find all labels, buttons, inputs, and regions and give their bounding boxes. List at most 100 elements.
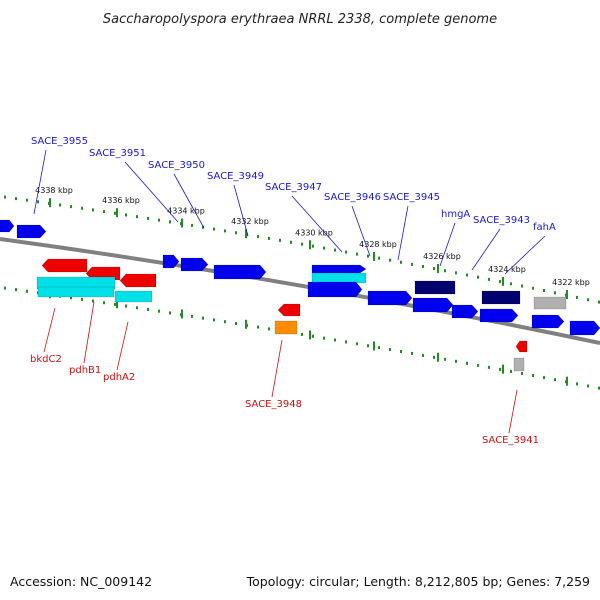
forward-gene bbox=[213, 264, 267, 280]
dark-gene-hmgA bbox=[414, 280, 456, 295]
ruler-major-tick bbox=[437, 352, 439, 362]
ruler-dot bbox=[521, 371, 523, 375]
ruler-dot bbox=[367, 254, 369, 258]
ruler-dot bbox=[81, 206, 83, 210]
ruler-dot bbox=[169, 311, 171, 315]
gene-labels: SACE_3955SACE_3951SACE_3950SACE_3949SACE… bbox=[30, 136, 556, 446]
ruler-dot bbox=[235, 321, 237, 325]
ruler-dot bbox=[554, 378, 556, 382]
ruler-tick-label: 4322 kbp bbox=[552, 278, 590, 287]
ruler-dot bbox=[400, 350, 402, 353]
ruler-dot bbox=[444, 269, 446, 273]
ruler-major-tick bbox=[437, 264, 439, 274]
accession-text: Accession: NC_009142 bbox=[10, 574, 152, 589]
forward-gene bbox=[569, 320, 600, 336]
ruler-dot bbox=[191, 314, 193, 318]
forward-gene-label: SACE_3951 bbox=[89, 148, 146, 159]
ruler-dot bbox=[268, 236, 270, 240]
ruler-dot bbox=[455, 271, 457, 275]
ruler-tick-label: 4326 kbp bbox=[423, 252, 461, 261]
ruler-dot bbox=[488, 365, 490, 369]
ruler-dot bbox=[334, 248, 336, 252]
ruler-dot bbox=[532, 374, 534, 378]
ruler-dot bbox=[389, 348, 391, 352]
ruler-major-tick bbox=[373, 251, 375, 261]
forward-label-leader bbox=[33, 149, 47, 215]
ruler-dot bbox=[114, 302, 116, 306]
ruler-dot bbox=[554, 291, 556, 295]
ruler-dot bbox=[59, 203, 61, 207]
reverse-gene-bkdC2 bbox=[41, 258, 88, 273]
ruler-tick-label: 4336 kbp bbox=[102, 196, 140, 205]
genome-title: Saccharopolyspora erythraea NRRL 2338, c… bbox=[103, 12, 497, 27]
forward-gene-label: fahA bbox=[533, 222, 556, 233]
grey-feature bbox=[533, 296, 567, 310]
ruler-dot bbox=[543, 376, 545, 380]
ruler-dot bbox=[466, 361, 468, 365]
ruler-major-tick bbox=[181, 218, 183, 228]
forward-label-leader bbox=[173, 173, 205, 229]
forward-gene-label: SACE_3950 bbox=[148, 160, 205, 171]
ruler-dot bbox=[433, 355, 435, 359]
cyan-feature bbox=[311, 272, 367, 284]
ruler-dot bbox=[103, 210, 105, 214]
genome-backbone bbox=[0, 237, 600, 345]
ruler-dot bbox=[70, 296, 72, 300]
reverse-label-leader bbox=[43, 307, 56, 353]
ruler-dot bbox=[510, 369, 512, 373]
ruler-dot bbox=[356, 342, 358, 346]
forward-gene bbox=[412, 297, 454, 313]
ruler-dot bbox=[477, 275, 479, 279]
ruler-dot bbox=[499, 367, 501, 371]
ruler-dot bbox=[367, 344, 369, 348]
ruler-dot bbox=[279, 238, 281, 242]
ruler-dot bbox=[378, 346, 380, 350]
forward-gene bbox=[451, 304, 479, 319]
ruler-dot bbox=[81, 297, 83, 301]
ruler-dot bbox=[158, 218, 160, 222]
ruler-dot bbox=[268, 327, 270, 331]
forward-gene-label: hmgA bbox=[441, 209, 470, 220]
ruler-major-tick bbox=[116, 299, 118, 309]
forward-gene bbox=[367, 290, 413, 306]
forward-label-leader bbox=[397, 205, 409, 261]
forward-gene-label: SACE_3949 bbox=[207, 171, 264, 182]
reverse-gene-label: bkdC2 bbox=[30, 354, 62, 365]
ruler-dot bbox=[411, 262, 413, 266]
ruler-dot bbox=[213, 318, 215, 322]
ruler-dot bbox=[4, 195, 6, 199]
ruler-dot bbox=[202, 225, 204, 229]
forward-gene-label: SACE_3947 bbox=[265, 182, 322, 193]
cyan-feature bbox=[36, 276, 116, 290]
cyan-feature bbox=[37, 286, 115, 298]
ruler-major-tick bbox=[245, 319, 247, 329]
reverse-label-leader bbox=[508, 389, 518, 434]
forward-gene bbox=[180, 257, 209, 272]
ruler-major-tick bbox=[502, 276, 504, 286]
ruler-dot bbox=[444, 357, 446, 361]
ruler-dot bbox=[301, 332, 303, 336]
ruler-dot bbox=[202, 316, 204, 320]
forward-gene-label: SACE_3946 bbox=[324, 192, 381, 203]
ruler-dot bbox=[4, 286, 6, 290]
ruler-major-tick bbox=[49, 198, 51, 208]
ruler-dot bbox=[37, 200, 39, 204]
ruler-dot bbox=[147, 216, 149, 220]
ruler-dot bbox=[15, 197, 17, 201]
orange-feature bbox=[274, 320, 298, 335]
ruler-dot bbox=[576, 295, 578, 299]
ruler-dot bbox=[235, 231, 237, 235]
cyan-feature bbox=[114, 290, 153, 303]
forward-gene bbox=[479, 308, 519, 323]
reverse-gene-label: SACE_3948 bbox=[245, 399, 302, 410]
reverse-label-leader bbox=[116, 321, 129, 371]
forward-label-leader bbox=[439, 222, 456, 267]
ruler-tick-label: 4328 kbp bbox=[359, 240, 397, 249]
ruler-dot bbox=[587, 298, 589, 302]
ruler-dot bbox=[92, 299, 94, 303]
ruler-major-tick bbox=[245, 229, 247, 239]
forward-label-leader bbox=[504, 235, 546, 275]
ruler-dot bbox=[312, 334, 314, 338]
ruler-dot bbox=[389, 258, 391, 262]
